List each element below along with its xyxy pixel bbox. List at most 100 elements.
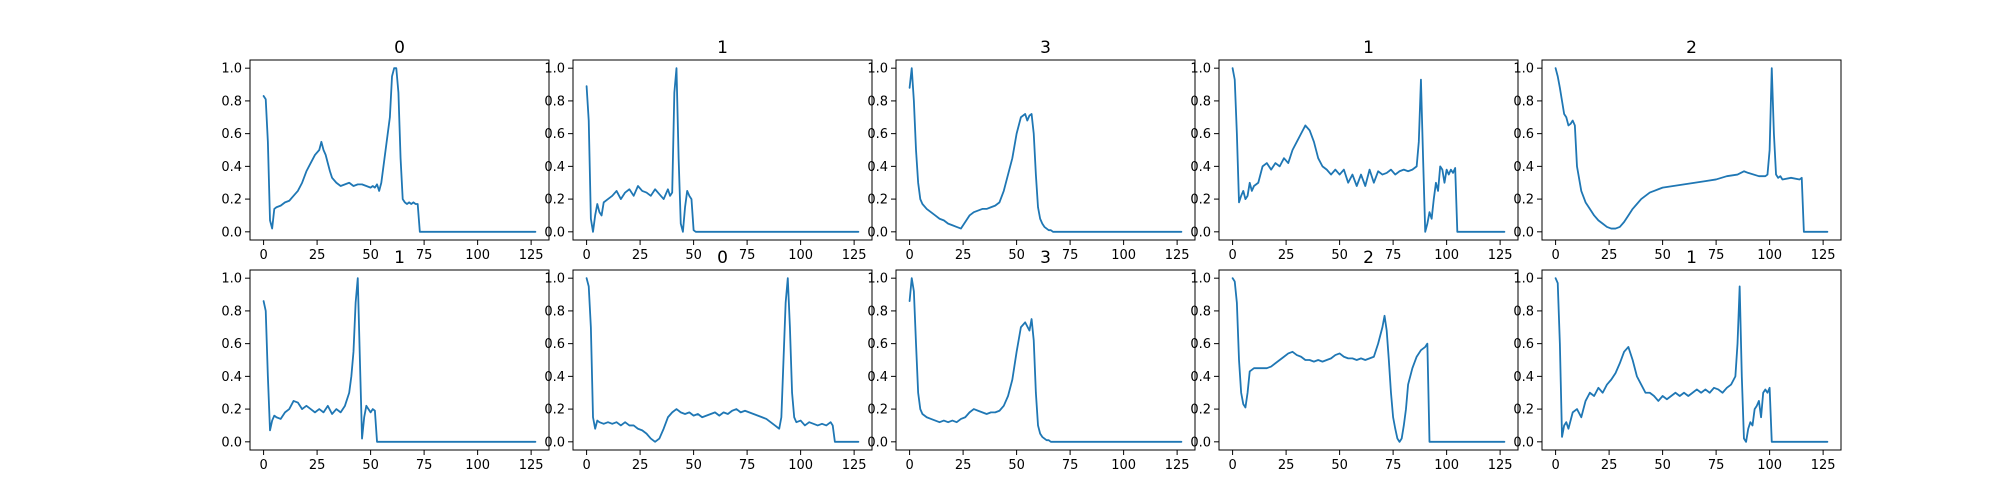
- series-line: [262, 277, 537, 443]
- y-tick-label: 0.0: [1190, 225, 1211, 240]
- x-tick-label: 125: [519, 458, 544, 473]
- y-tick-label: 0.6: [544, 337, 565, 352]
- x-tick-label: 125: [519, 248, 544, 263]
- y-tick-label: 0.8: [867, 94, 888, 109]
- y-tick-label: 0.2: [867, 193, 888, 208]
- y-tick-label: 0.4: [221, 370, 242, 385]
- x-tick-label: 75: [1708, 248, 1725, 263]
- x-tick-label: 50: [1654, 248, 1671, 263]
- y-tick-label: 0.6: [221, 337, 242, 352]
- x-tick-label: 75: [416, 458, 433, 473]
- x-tick-label: 100: [1111, 248, 1136, 263]
- y-tick-label: 0.2: [221, 403, 242, 418]
- x-tick-label: 50: [1008, 248, 1025, 263]
- x-tick-label: 100: [1111, 458, 1136, 473]
- subplot-2: 3 0 25 50 75 100 125 0.0 0.2 0.4 0.6 0.8 1.0: [867, 38, 1196, 263]
- axes-frame: [572, 269, 873, 451]
- y-tick-label: 1.0: [1190, 272, 1211, 287]
- x-tick-label: 50: [1331, 248, 1348, 263]
- y-tick-label: 0.2: [544, 403, 565, 418]
- x-tick-label: 75: [739, 458, 756, 473]
- subplot-0: 0 0 25 50 75 100 125 0.0 0.2 0.4 0.6 0.8 1.0: [221, 38, 550, 263]
- y-tick-label: 0.4: [867, 160, 888, 175]
- y-tick-label: 0.0: [221, 225, 242, 240]
- y-tick-label: 0.2: [867, 403, 888, 418]
- x-tick-label: 100: [1757, 458, 1782, 473]
- y-tick-label: 0.6: [867, 337, 888, 352]
- y-tick-label: 0.4: [544, 160, 565, 175]
- subplot-title: 3: [1040, 38, 1051, 58]
- x-tick-label: 100: [465, 458, 490, 473]
- x-tick-label: 0: [259, 458, 267, 473]
- y-tick-label: 0.0: [544, 225, 565, 240]
- x-tick-label: 0: [582, 458, 590, 473]
- y-tick-label: 0.8: [221, 304, 242, 319]
- y-tick-label: 0.8: [1190, 94, 1211, 109]
- series-line: [1554, 67, 1829, 233]
- x-tick-label: 75: [1062, 248, 1079, 263]
- axes-frame: [249, 59, 550, 241]
- series-line: [1554, 277, 1829, 443]
- x-tick-label: 50: [685, 458, 702, 473]
- subplot-title: 2: [1686, 38, 1697, 58]
- x-tick-label: 25: [1278, 458, 1295, 473]
- y-tick-label: 0.6: [1513, 127, 1534, 142]
- x-tick-label: 25: [632, 458, 649, 473]
- x-tick-label: 125: [842, 248, 867, 263]
- y-tick-label: 1.0: [1513, 62, 1534, 77]
- y-tick-label: 0.6: [1513, 337, 1534, 352]
- subplot-9: 1 0 25 50 75 100 125 0.0 0.2 0.4 0.6 0.8 1.0: [1513, 248, 1842, 473]
- subplot-3: 1 0 25 50 75 100 125 0.0 0.2 0.4 0.6 0.8 1.0: [1190, 38, 1519, 263]
- x-tick-label: 25: [1601, 458, 1618, 473]
- x-tick-label: 100: [1757, 248, 1782, 263]
- y-tick-label: 1.0: [867, 272, 888, 287]
- subplot-4: 2 0 25 50 75 100 125 0.0 0.2 0.4 0.6 0.8 1.0: [1513, 38, 1842, 263]
- x-tick-label: 25: [1601, 248, 1618, 263]
- subplot-title: 3: [1040, 248, 1051, 268]
- y-tick-label: 1.0: [544, 272, 565, 287]
- x-tick-label: 25: [309, 248, 326, 263]
- subplot-5: 1 0 25 50 75 100 125 0.0 0.2 0.4 0.6 0.8 1.0: [221, 248, 550, 473]
- x-tick-label: 125: [1488, 458, 1513, 473]
- axes-frame: [895, 59, 1196, 241]
- series-line: [585, 67, 860, 233]
- y-tick-label: 1.0: [544, 62, 565, 77]
- x-tick-label: 75: [739, 248, 756, 263]
- y-tick-label: 0.2: [1513, 403, 1534, 418]
- x-tick-label: 125: [1165, 458, 1190, 473]
- x-tick-label: 0: [1228, 458, 1236, 473]
- subplot-title: 1: [394, 248, 405, 268]
- x-tick-label: 125: [1165, 248, 1190, 263]
- x-tick-label: 100: [788, 248, 813, 263]
- series-line: [262, 67, 537, 233]
- x-tick-label: 25: [955, 458, 972, 473]
- x-tick-label: 50: [1008, 458, 1025, 473]
- y-tick-label: 0.4: [1190, 160, 1211, 175]
- y-tick-label: 1.0: [1190, 62, 1211, 77]
- y-tick-label: 0.8: [1190, 304, 1211, 319]
- y-tick-label: 0.0: [1190, 435, 1211, 450]
- y-tick-label: 0.8: [1513, 304, 1534, 319]
- y-tick-label: 0.8: [544, 94, 565, 109]
- subplot-title: 1: [1363, 38, 1374, 58]
- series-line: [1231, 67, 1506, 233]
- x-tick-label: 75: [416, 248, 433, 263]
- y-tick-label: 0.6: [1190, 337, 1211, 352]
- x-tick-label: 75: [1385, 248, 1402, 263]
- y-tick-label: 0.4: [1513, 160, 1534, 175]
- x-tick-label: 75: [1062, 458, 1079, 473]
- x-tick-label: 50: [1331, 458, 1348, 473]
- subplot-6: 0 0 25 50 75 100 125 0.0 0.2 0.4 0.6 0.8 1.0: [544, 248, 873, 473]
- y-tick-label: 0.4: [1190, 370, 1211, 385]
- x-tick-label: 50: [362, 248, 379, 263]
- x-tick-label: 25: [309, 458, 326, 473]
- y-tick-label: 0.0: [867, 435, 888, 450]
- y-tick-label: 1.0: [867, 62, 888, 77]
- y-tick-label: 0.8: [867, 304, 888, 319]
- y-tick-label: 0.4: [221, 160, 242, 175]
- x-tick-label: 50: [1654, 458, 1671, 473]
- y-tick-label: 0.6: [544, 127, 565, 142]
- x-tick-label: 25: [1278, 248, 1295, 263]
- y-tick-label: 1.0: [1513, 272, 1534, 287]
